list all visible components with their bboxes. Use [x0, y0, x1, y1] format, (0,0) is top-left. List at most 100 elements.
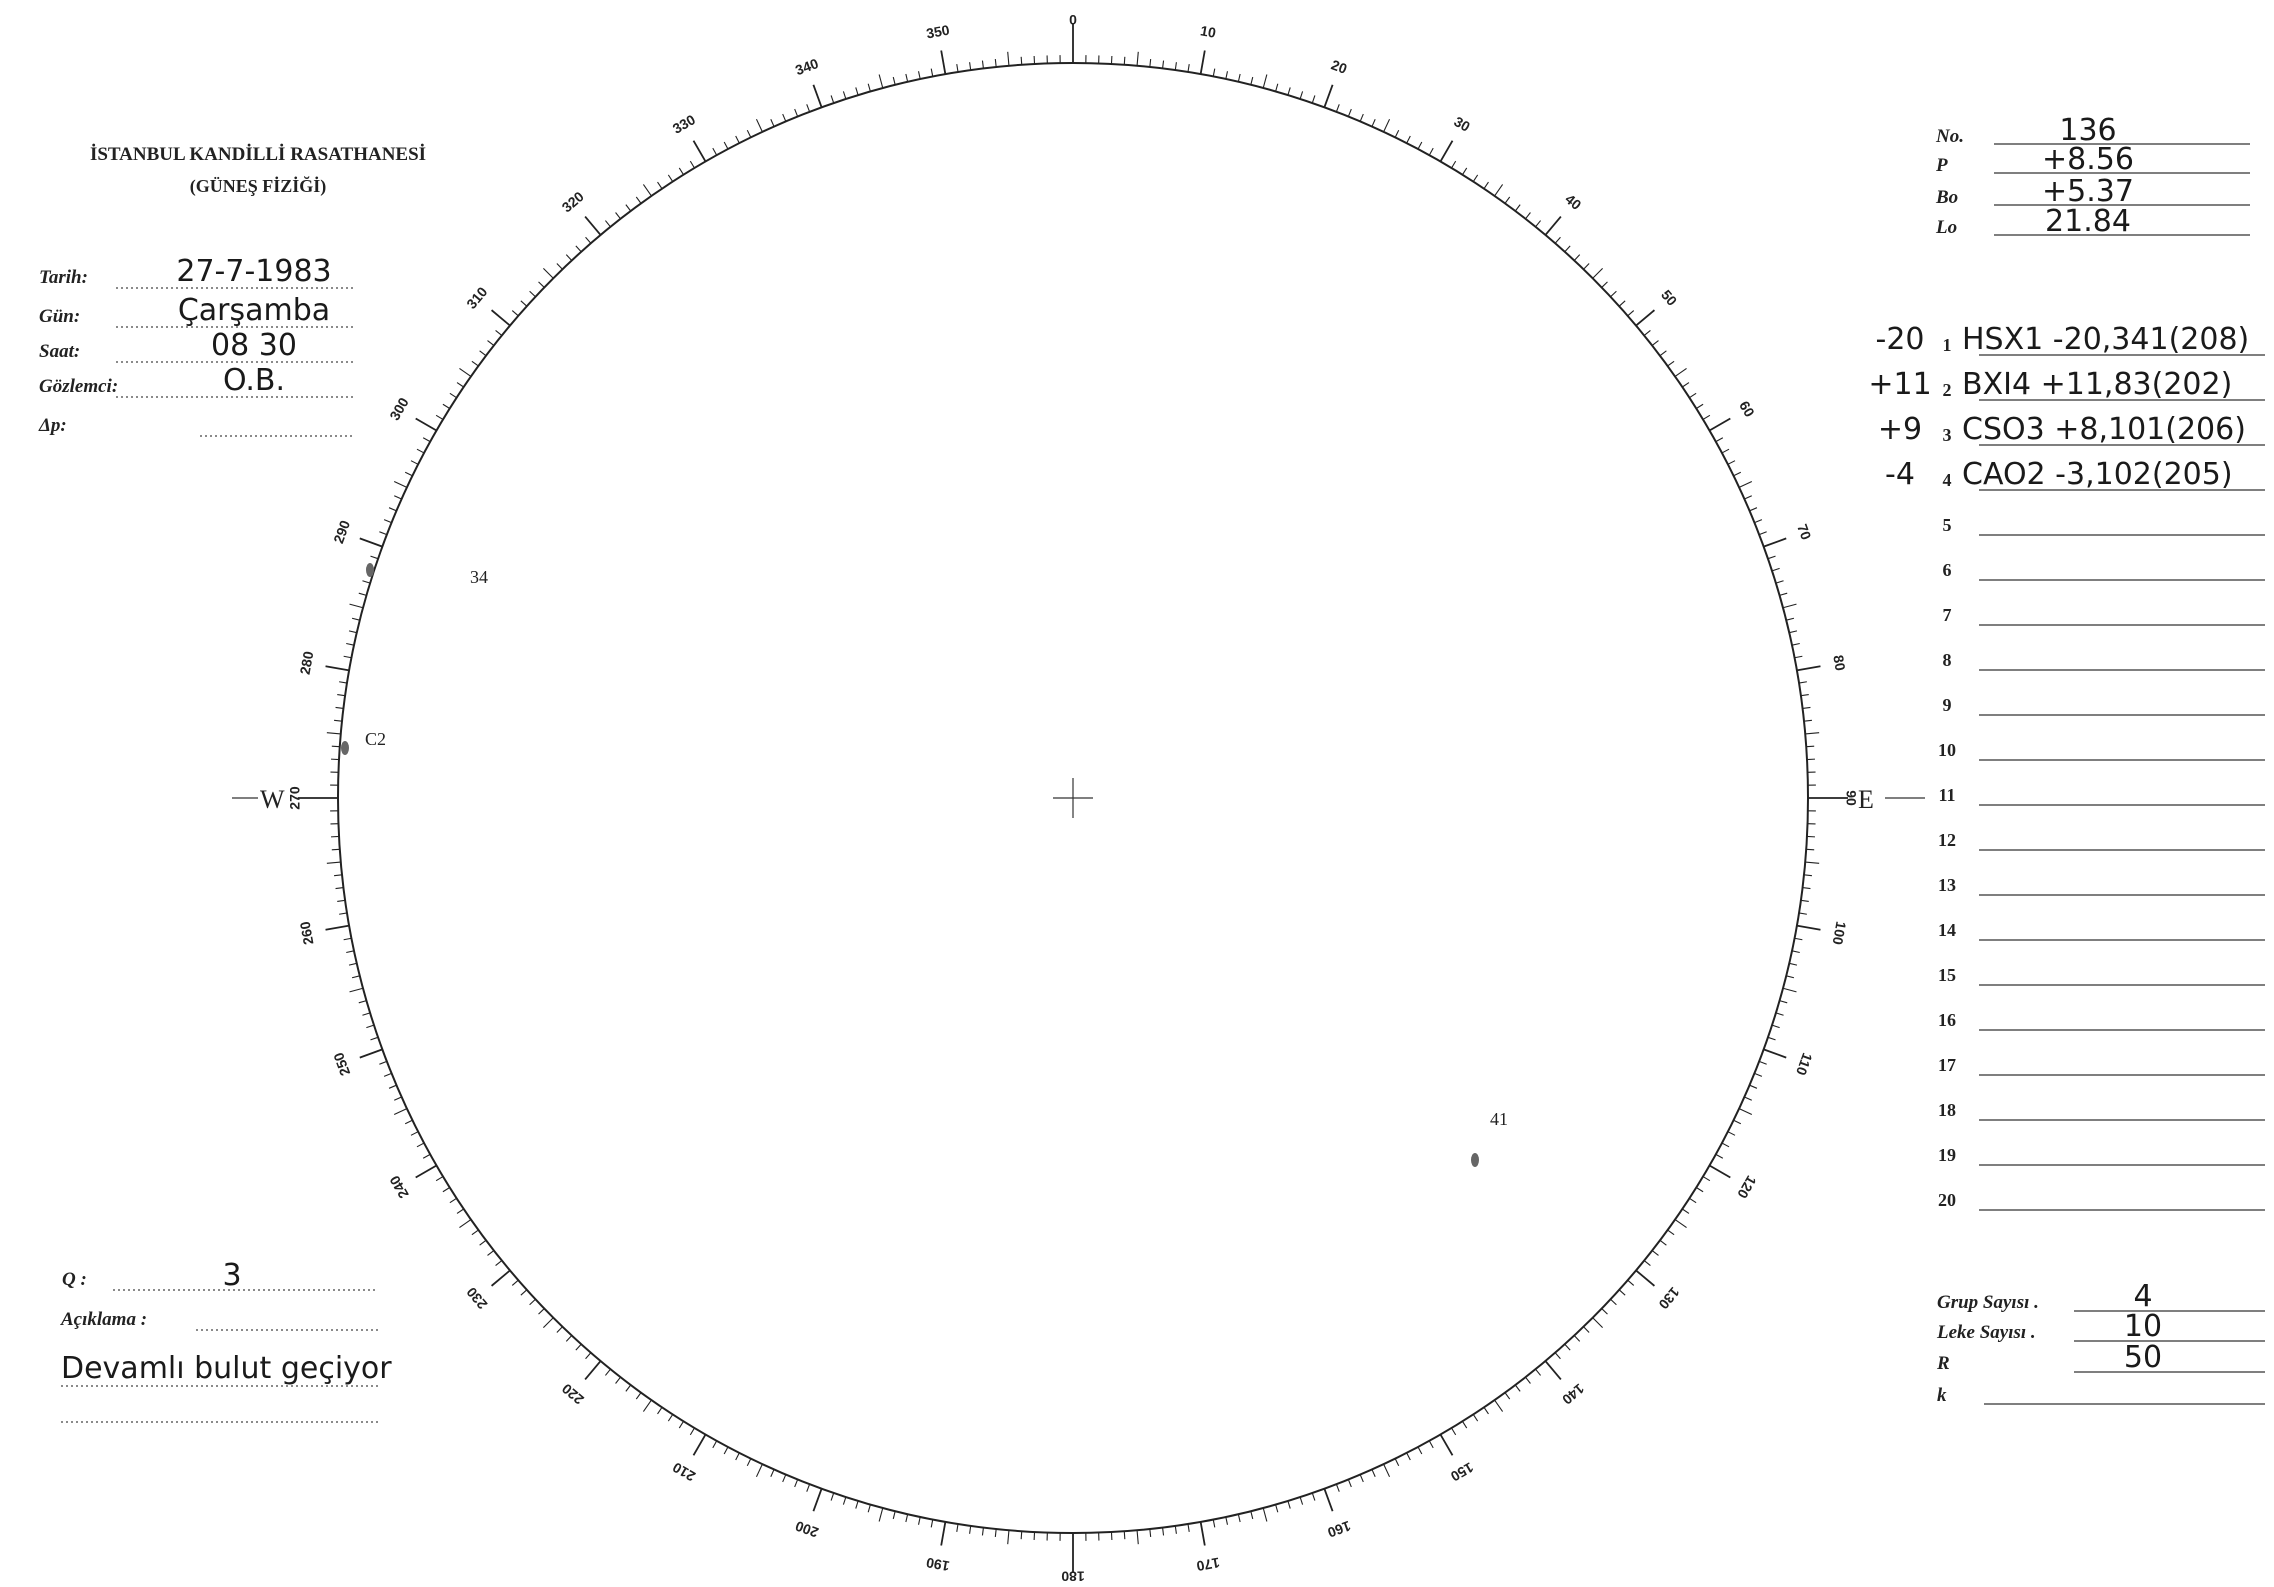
degree-tick	[1483, 1407, 1489, 1415]
degree-tick	[1311, 95, 1316, 104]
degree-tick	[351, 975, 360, 979]
degree-tick	[1798, 681, 1807, 684]
group-number: 1	[1943, 335, 1952, 355]
degree-tick	[1763, 1048, 1787, 1059]
degree-tick	[456, 1208, 464, 1214]
degree-tick	[604, 1368, 611, 1376]
degree-tick	[471, 360, 479, 367]
degree-tick	[416, 1142, 425, 1148]
degree-tick	[981, 1527, 984, 1536]
degree-tick	[1287, 1500, 1291, 1509]
degree-tick	[520, 300, 528, 307]
degree-tick	[1187, 64, 1190, 73]
degree-tick	[1174, 1525, 1177, 1534]
degree-tick	[326, 861, 341, 864]
degree-tick	[410, 460, 419, 465]
degree-tick	[1635, 1269, 1656, 1287]
degree-tick	[1554, 236, 1561, 244]
degree-tick	[1262, 74, 1268, 89]
degree-tick	[1212, 1519, 1216, 1528]
degree-tick	[575, 1343, 582, 1351]
summary-label: Leke Sayısı .	[1936, 1322, 2036, 1343]
degree-tick	[1525, 1376, 1531, 1384]
degree-tick	[459, 1219, 472, 1229]
degree-tick	[1149, 1528, 1152, 1537]
degree-tick	[1767, 1036, 1776, 1041]
degree-tick	[956, 64, 959, 73]
degree-tick	[917, 71, 921, 80]
degree-tick	[1250, 1511, 1254, 1520]
degree-tick	[1800, 694, 1809, 697]
degree-tick	[422, 1153, 431, 1159]
degree-tick	[1786, 617, 1795, 621]
degree-tick	[584, 215, 602, 236]
degree-tick	[1682, 382, 1690, 388]
degree-tick	[343, 655, 352, 659]
group-text: CAO2 -3,102(205)	[1962, 457, 2233, 492]
degree-tick	[1225, 1516, 1229, 1525]
degree-tick	[404, 1119, 413, 1125]
degree-tick	[969, 1525, 972, 1534]
degree-tick	[1796, 665, 1821, 672]
group-number: 15	[1938, 965, 1956, 985]
degree-tick	[1359, 1474, 1364, 1483]
degree-tick	[1601, 281, 1608, 288]
degree-tick	[585, 1352, 592, 1360]
degree-tick	[1643, 329, 1651, 336]
group-number: 2	[1943, 380, 1952, 400]
degree-tick	[366, 1024, 375, 1029]
degree-tick	[1406, 135, 1411, 144]
degree-tick	[1786, 975, 1795, 979]
degree-label: 290	[330, 518, 353, 546]
degree-tick	[1472, 174, 1479, 182]
degree-tick	[326, 732, 341, 735]
degree-tick	[930, 68, 934, 77]
degree-tick	[770, 119, 775, 127]
degree-tick	[1709, 417, 1731, 432]
degree-tick	[348, 630, 357, 634]
degree-tick	[1573, 1335, 1581, 1342]
degree-tick	[1791, 642, 1800, 646]
field-value: 27-7-1983	[176, 254, 331, 289]
degree-tick	[1800, 899, 1809, 902]
degree-tick	[1659, 1239, 1667, 1246]
degree-tick	[379, 531, 388, 536]
degree-tick	[1225, 71, 1229, 80]
degree-tick	[1682, 1208, 1690, 1214]
degree-tick	[1643, 1260, 1651, 1267]
degree-tick	[1417, 141, 1423, 150]
degree-tick	[1721, 1142, 1730, 1148]
degree-tick	[1592, 267, 1604, 279]
remarks-text: Devamlı bulut geçiyor	[61, 1351, 392, 1386]
field-label: Gözlemci:	[39, 376, 118, 397]
degree-tick	[415, 1164, 437, 1179]
degree-tick	[1383, 118, 1391, 133]
degree-tick	[1767, 555, 1776, 560]
degree-label: 200	[793, 1518, 821, 1541]
degree-tick	[1789, 962, 1798, 966]
degree-tick	[1782, 603, 1797, 609]
degree-tick	[625, 1384, 632, 1392]
degree-tick	[905, 73, 909, 82]
degree-label: 250	[330, 1050, 353, 1078]
degree-tick	[657, 1407, 663, 1415]
degree-tick	[538, 281, 545, 288]
degree-tick	[1749, 1084, 1758, 1089]
degree-tick	[442, 1187, 450, 1193]
group-number: 20	[1938, 1190, 1956, 1210]
degree-tick	[678, 1421, 684, 1429]
degree-tick	[689, 160, 695, 169]
degree-tick	[746, 129, 752, 138]
degree-tick	[1667, 360, 1675, 367]
degree-label: 20	[1329, 56, 1349, 76]
degree-tick	[1007, 1530, 1010, 1545]
group-number: 11	[1938, 785, 1955, 805]
degree-tick	[1123, 56, 1126, 65]
degree-label: 100	[1830, 920, 1850, 946]
degree-tick	[1462, 167, 1468, 175]
degree-tick	[746, 1458, 752, 1467]
degree-tick	[782, 1474, 787, 1483]
degree-tick	[449, 392, 457, 399]
degree-tick	[1494, 1399, 1504, 1412]
degree-tick	[1610, 290, 1617, 298]
